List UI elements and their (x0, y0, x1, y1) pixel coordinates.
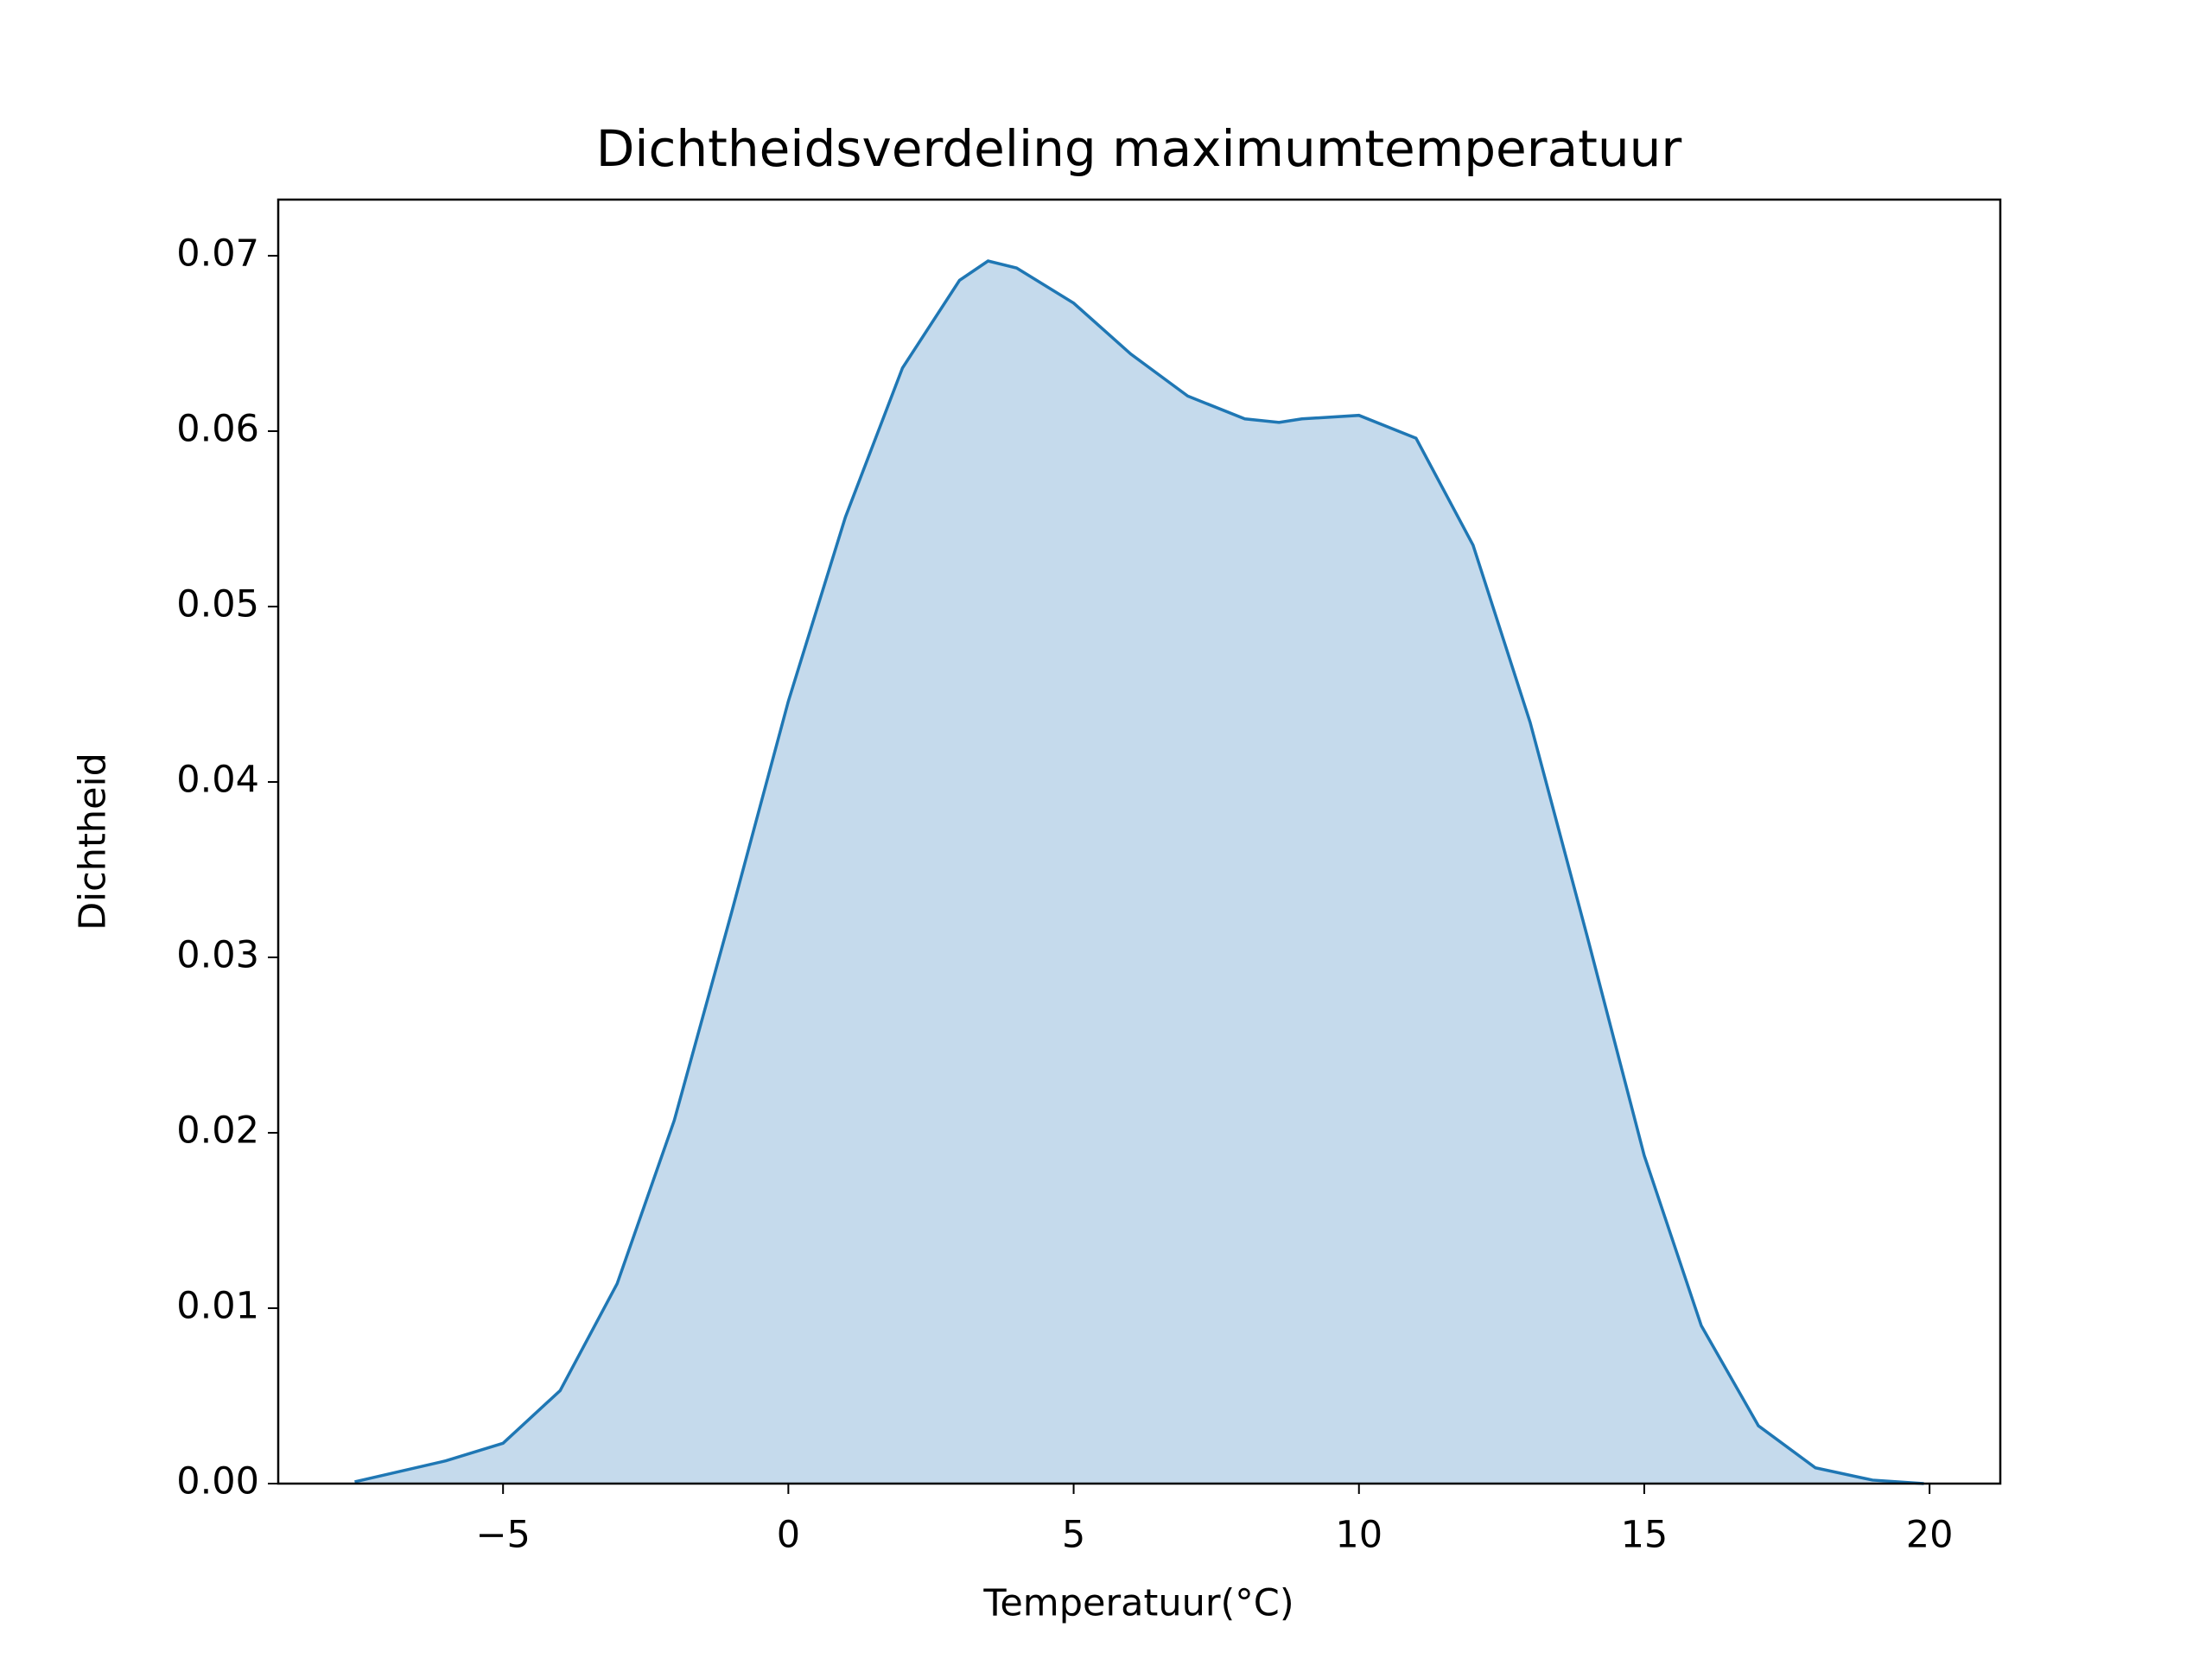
y-tick-label: 0.01 (176, 1284, 259, 1327)
x-tick-label: 10 (1335, 1514, 1382, 1557)
y-tick-label: 0.05 (176, 582, 259, 626)
y-tick-label: 0.00 (176, 1460, 259, 1503)
y-axis-label: Dichtheid (72, 753, 115, 931)
y-tick-label: 0.04 (176, 758, 259, 801)
area-fill (354, 261, 1924, 1484)
x-tick-label: −5 (475, 1514, 530, 1557)
y-tick-label: 0.07 (176, 232, 259, 275)
x-axis-label: Temperatuur(°C) (982, 1582, 1294, 1625)
x-tick-label: 5 (1062, 1514, 1085, 1557)
y-tick-label: 0.02 (176, 1109, 259, 1152)
y-tick-label: 0.03 (176, 933, 259, 976)
x-tick-label: 15 (1621, 1514, 1669, 1557)
chart-title: Dichtheidsverdeling maximumtemperatuur (596, 119, 1682, 178)
x-tick-label: 20 (1906, 1514, 1954, 1557)
x-tick-label: 0 (777, 1514, 800, 1557)
y-tick-label: 0.06 (176, 407, 259, 450)
density-line (354, 259, 1924, 1485)
plot-frame (276, 198, 2002, 1485)
